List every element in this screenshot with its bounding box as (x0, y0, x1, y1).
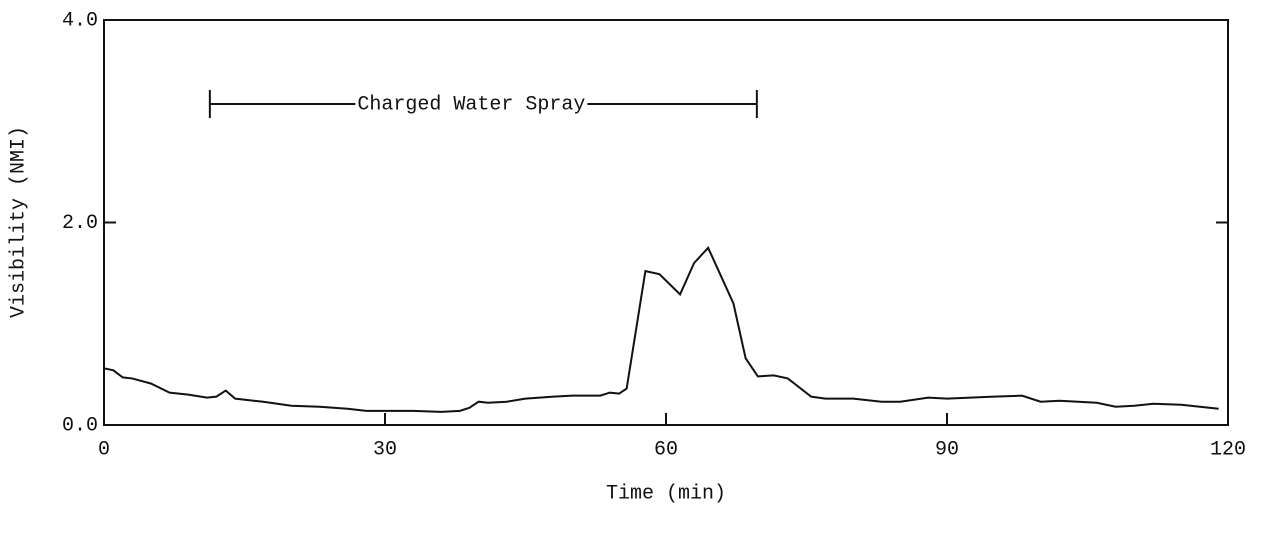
y-tick-label: 4.0 (62, 9, 98, 32)
data-line (103, 246, 1219, 413)
x-tick-label: 0 (98, 438, 110, 461)
x-tick-label: 120 (1210, 438, 1246, 461)
y-tick-label: 2.0 (62, 212, 98, 235)
x-tick-label: 90 (935, 438, 959, 461)
annotation-bg (355, 93, 588, 117)
plot-frame (103, 19, 1229, 426)
annotation-text: Charged Water Spray (357, 93, 585, 116)
y-tick-label: 0.0 (62, 414, 98, 437)
x-tick-label: 60 (654, 438, 678, 461)
x-tick-label: 30 (373, 438, 397, 461)
y-axis-label: Visibility (NMI) (7, 126, 30, 318)
x-axis-label: Time (min) (606, 482, 726, 505)
